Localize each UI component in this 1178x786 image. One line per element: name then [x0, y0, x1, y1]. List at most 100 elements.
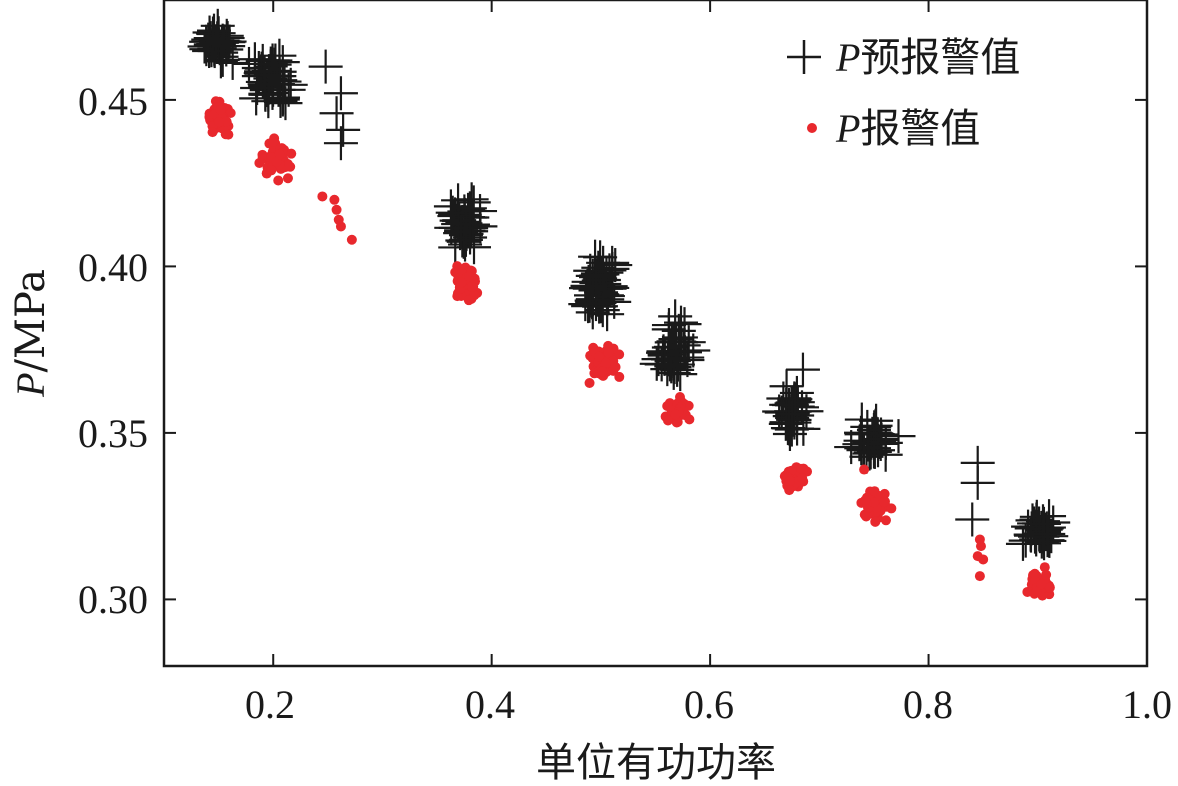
legend-marker-plus	[787, 40, 821, 74]
dot-point	[317, 191, 328, 202]
dot-point	[870, 516, 881, 527]
dot-point	[223, 129, 234, 140]
plus-point	[785, 352, 820, 387]
x-axis-title: 单位有功功率	[536, 740, 776, 786]
x-tick-label: 0.6	[684, 682, 734, 727]
dot-point	[286, 148, 297, 159]
x-tick-labels: 0.2 0.4 0.6 0.8 1.0	[245, 682, 1172, 727]
plus-point	[323, 76, 358, 111]
plot-frame	[162, 0, 1149, 668]
dot-point	[463, 295, 474, 306]
series-alarm	[204, 96, 1055, 601]
plus-point	[199, 25, 234, 60]
legend: P预报警值 P报警值	[787, 35, 1020, 152]
plus-point	[774, 412, 809, 447]
dot-point	[1036, 579, 1047, 590]
legend-text: 报警值	[860, 106, 980, 152]
dot-point	[594, 351, 605, 362]
dot-point	[663, 415, 674, 426]
plus-point	[579, 260, 614, 295]
dot-point	[257, 149, 268, 160]
plus-point	[658, 299, 693, 334]
plus-point	[247, 55, 282, 90]
dot-point	[331, 204, 342, 215]
dot-point	[1039, 562, 1050, 573]
plus-point	[268, 86, 303, 121]
plus-point	[262, 59, 297, 94]
dot-point	[796, 463, 807, 474]
dot-point	[784, 476, 795, 487]
dot-point	[1022, 586, 1033, 597]
y-tick-label: 0.45	[78, 79, 148, 124]
x-tick-label: 0.2	[245, 682, 295, 727]
legend-text: 预报警值	[860, 35, 1020, 81]
x-tick-label: 0.8	[903, 682, 953, 727]
plus-point	[1026, 506, 1061, 541]
plus-point	[195, 16, 230, 51]
tick-marks	[164, 0, 1148, 666]
legend-var: P	[835, 106, 860, 151]
plus-point	[863, 426, 898, 461]
plus-point	[586, 262, 621, 297]
dot-point	[975, 541, 986, 552]
plus-point	[644, 347, 679, 382]
plus-point	[452, 210, 487, 245]
dot-point	[1031, 586, 1042, 597]
plus-point	[960, 465, 995, 500]
dot-point	[213, 117, 224, 128]
dot-point	[266, 165, 277, 176]
dot-point	[207, 127, 218, 138]
dot-point	[329, 194, 340, 205]
plus-point	[1025, 519, 1060, 554]
plus-point	[667, 307, 702, 342]
plus-point	[326, 112, 361, 147]
dot-point	[464, 271, 475, 282]
plus-point	[200, 8, 235, 43]
dot-point	[869, 486, 880, 497]
dot-point	[254, 157, 265, 168]
plus-point	[1008, 523, 1043, 558]
dot-point	[282, 173, 293, 184]
plus-point	[671, 325, 706, 360]
plus-point	[846, 431, 881, 466]
x-tick-label: 1.0	[1122, 682, 1172, 727]
legend-marker-dot	[807, 123, 817, 133]
plus-point	[769, 369, 804, 404]
dot-point	[861, 511, 872, 522]
dot-point	[268, 136, 279, 147]
dot-point	[614, 371, 625, 382]
plus-point	[647, 338, 682, 373]
dot-point	[684, 414, 695, 425]
dot-point	[221, 116, 232, 127]
plus-point	[205, 23, 240, 58]
plus-point	[319, 96, 354, 131]
y-tick-label: 0.35	[78, 411, 148, 456]
dot-point	[610, 362, 621, 373]
y-axis-var: P	[8, 372, 53, 397]
dot-point	[274, 149, 285, 160]
dot-point	[346, 234, 357, 245]
plus-point	[778, 382, 813, 417]
plus-point	[1031, 516, 1066, 551]
dot-point	[273, 175, 284, 186]
y-axis-title: P/MPa	[8, 269, 54, 398]
dot-point	[860, 495, 871, 506]
dot-point	[597, 366, 608, 377]
y-axis-unit: /MPa	[8, 269, 54, 372]
dot-point	[215, 104, 226, 115]
dot-point	[886, 503, 897, 514]
x-tick-label: 0.4	[465, 682, 515, 727]
dot-point	[225, 107, 236, 118]
dot-point	[603, 347, 614, 358]
plus-point	[881, 419, 916, 454]
legend-var: P	[835, 35, 860, 80]
plus-point	[433, 189, 468, 224]
plus-point	[955, 502, 990, 537]
dot-point	[1029, 568, 1040, 579]
dot-point	[335, 221, 346, 232]
y-tick-labels: 0.30 0.35 0.40 0.45	[78, 79, 148, 622]
plus-point	[308, 49, 343, 84]
dot-point	[1044, 582, 1055, 593]
dot-point	[670, 409, 681, 420]
y-tick-label: 0.30	[78, 577, 148, 622]
